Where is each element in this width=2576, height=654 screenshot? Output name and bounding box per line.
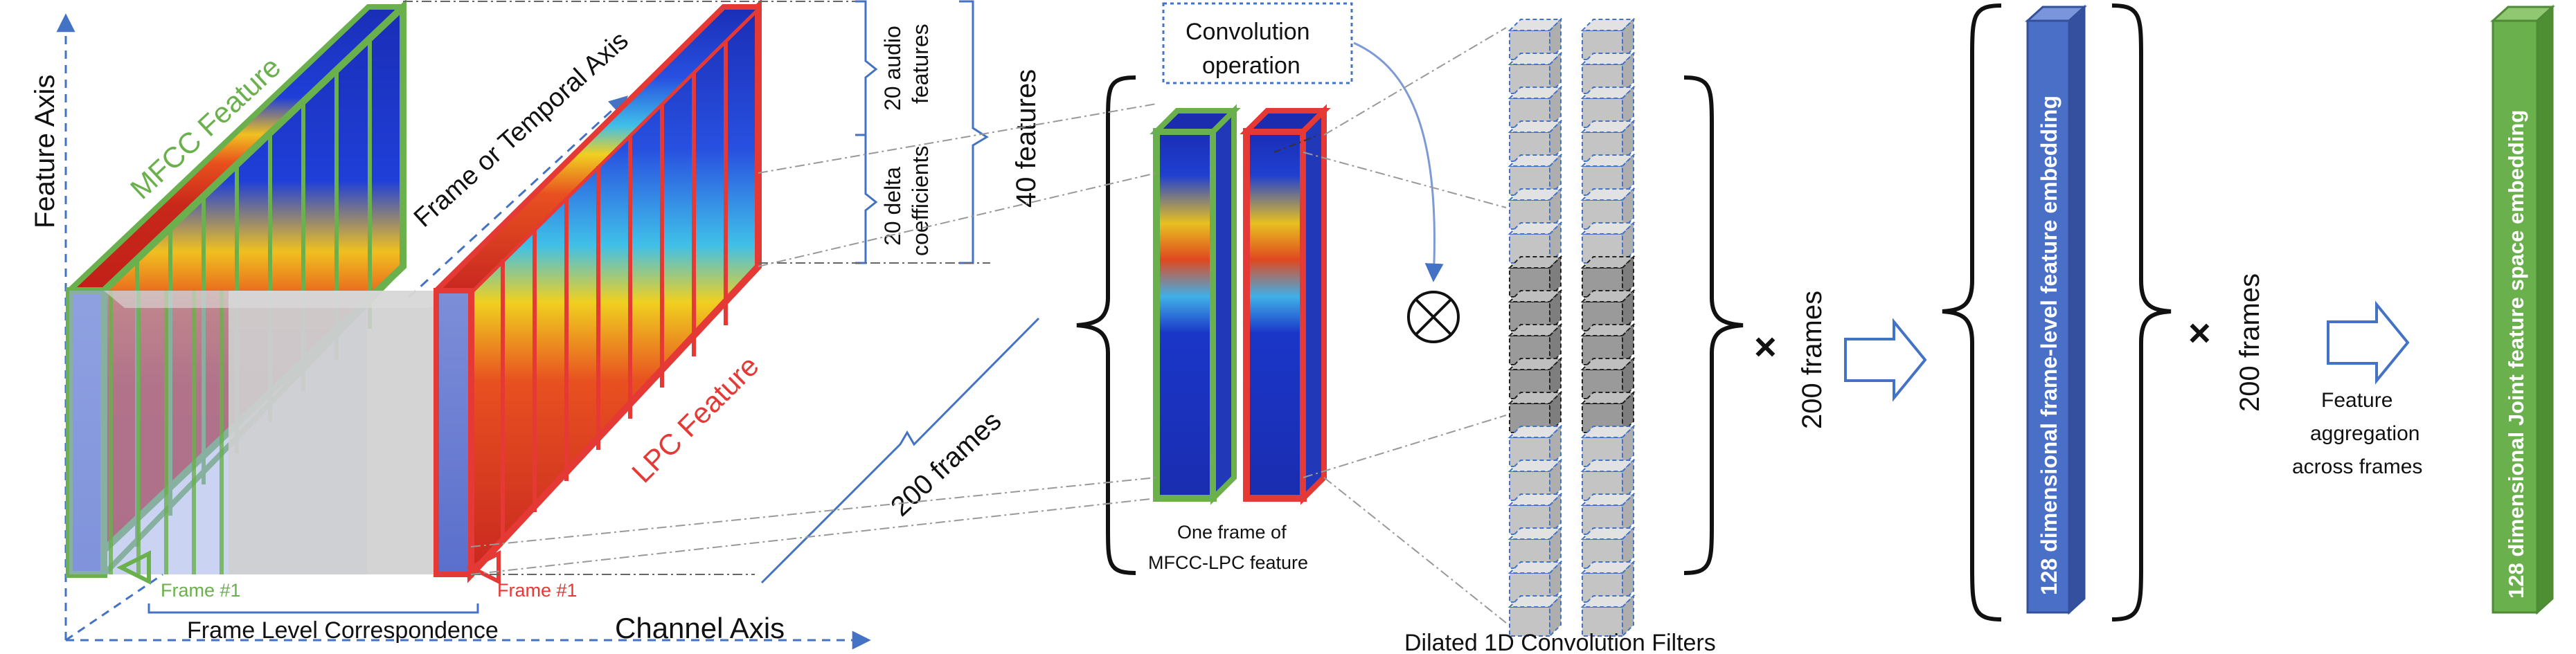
filter-cube bbox=[1508, 594, 1563, 638]
frames-diag-label: 200 frames bbox=[885, 406, 1007, 523]
audio-bracket bbox=[855, 0, 878, 135]
diagonal-axis-line bbox=[65, 573, 163, 642]
red-frame-label: Frame #1 bbox=[497, 580, 578, 601]
filter-cube bbox=[1580, 594, 1636, 638]
agg-l2: aggregation bbox=[2310, 422, 2420, 445]
green-frame-marker bbox=[116, 550, 151, 585]
joint-label: 128 dimensional Joint feature space embe… bbox=[2504, 110, 2528, 599]
times-2: × bbox=[2188, 311, 2211, 354]
lpc-top-face bbox=[436, 7, 758, 291]
dilated-filters bbox=[1508, 17, 1636, 638]
mfcc-top-face bbox=[69, 7, 403, 291]
one-frame-l1: One frame of bbox=[1177, 522, 1287, 543]
filter-cube bbox=[1508, 323, 1563, 367]
conv-l1: Convolution bbox=[1186, 19, 1310, 45]
green-frame-side bbox=[1210, 104, 1237, 505]
frame-stack-brace bbox=[1076, 75, 1136, 575]
agg-l3: across frames bbox=[2292, 455, 2422, 478]
frames-2-label: 200 frames bbox=[2235, 273, 2265, 412]
filters-brace bbox=[1683, 75, 1744, 575]
conv-arrow bbox=[1353, 42, 1444, 282]
lpc-frame-slices bbox=[469, 42, 728, 574]
gray-slab bbox=[229, 291, 457, 574]
gray-slab-top bbox=[104, 291, 457, 308]
joint-bar-side bbox=[2536, 4, 2554, 615]
channel-axis-label: Channel Axis bbox=[615, 612, 785, 644]
audio-features-l2: features bbox=[908, 24, 933, 104]
conv-l2: operation bbox=[1202, 53, 1300, 79]
frames-1-label: 200 frames bbox=[1797, 291, 1827, 429]
filter-cube bbox=[1580, 323, 1636, 367]
one-frame-l2: MFCC-LPC feature bbox=[1148, 552, 1308, 573]
conv-box bbox=[1162, 2, 1353, 84]
times-1: × bbox=[1754, 325, 1777, 368]
total-features-label: 40 features bbox=[1011, 69, 1041, 208]
filter-cube bbox=[1508, 255, 1563, 299]
lpc-front-face bbox=[433, 288, 474, 577]
agg-l1: Feature bbox=[2321, 389, 2392, 412]
green-frame-label: Frame #1 bbox=[161, 580, 241, 601]
feature-axis-label: Feature Axis bbox=[30, 75, 60, 228]
embed-left-brace bbox=[1942, 3, 2002, 621]
embed-bar bbox=[2026, 19, 2070, 614]
correspondence-label: Frame Level Correspondence bbox=[187, 617, 499, 644]
embed-bar-side bbox=[2068, 4, 2086, 615]
red-frame-body bbox=[1243, 128, 1307, 502]
red-frame-side bbox=[1300, 104, 1327, 505]
lpc-side-face bbox=[467, 0, 762, 583]
arrow-2-icon bbox=[2327, 300, 2410, 385]
delta-bracket bbox=[855, 134, 878, 264]
embed-label: 128 dimensional frame-level feature embe… bbox=[2037, 96, 2061, 595]
filter-cube bbox=[1580, 526, 1636, 570]
filter-cube bbox=[1580, 17, 1636, 62]
delta-l2: coefficients bbox=[908, 146, 933, 257]
filter-cube bbox=[1580, 424, 1636, 469]
frames-diag-bracket bbox=[760, 317, 1040, 584]
filters-label: Dilated 1D Convolution Filters bbox=[1404, 630, 1716, 654]
delta-l1: 20 delta bbox=[880, 167, 905, 246]
conv-operator-icon bbox=[1407, 291, 1460, 343]
filter-cube bbox=[1508, 289, 1563, 333]
audio-features-l1: 20 audio bbox=[880, 26, 905, 111]
arrow-1-icon bbox=[1844, 318, 1927, 402]
total-bracket bbox=[959, 0, 989, 264]
correspondence-bracket bbox=[147, 603, 479, 614]
embed-right-brace bbox=[2111, 3, 2172, 621]
filter-cube bbox=[1580, 289, 1636, 333]
green-frame-body bbox=[1153, 128, 1217, 502]
